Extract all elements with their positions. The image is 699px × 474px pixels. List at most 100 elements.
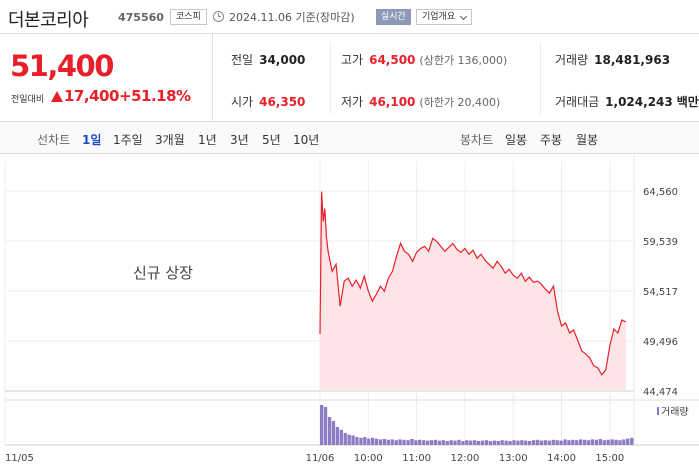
volume-bar (402, 439, 406, 445)
tab-monthly[interactable]: 월봉 (576, 133, 599, 147)
stat-value: 34,000 (259, 53, 306, 67)
volume-bar (371, 437, 375, 445)
volume-bar (347, 434, 351, 445)
volume-bar (516, 440, 520, 445)
volume-bar (363, 437, 367, 445)
stat-unit: 백만 (676, 95, 699, 109)
realtime-button[interactable]: 실시간 (376, 9, 411, 25)
volume-bar (602, 440, 606, 445)
stat-label: 거래대금 (555, 95, 600, 109)
stat-high: 고가 64,500 (상한가 136,000) (341, 51, 507, 68)
volume-bar (433, 439, 438, 445)
volume-bar (488, 441, 493, 445)
volume-bar (484, 440, 489, 445)
volume-bar (390, 439, 394, 445)
volume-bar (567, 440, 571, 445)
tab-1d[interactable]: 1일 (82, 133, 102, 147)
volume-bar (382, 439, 387, 445)
stat-label: 고가 (341, 53, 364, 67)
volume-bar (610, 439, 614, 445)
stat-label: 저가 (341, 95, 364, 109)
change-percent: +51.18% (119, 87, 191, 105)
x-tick-label: 15:00 (595, 453, 624, 464)
stat-prev-close: 전일 34,000 (231, 51, 305, 68)
volume-bar (441, 440, 445, 445)
stat-label: 시가 (231, 95, 254, 109)
line-chart-label: 선차트 (37, 133, 71, 147)
volume-bar (559, 440, 563, 445)
volume-bar (626, 438, 630, 445)
volume-bar (394, 440, 398, 445)
volume-bar (524, 440, 528, 445)
volume-bar (563, 439, 567, 445)
x-tick-label: 13:00 (499, 453, 528, 464)
volume-bar (374, 438, 379, 445)
x-tick-label: 11/05 (5, 453, 34, 464)
y-tick-label: 44,474 (643, 387, 678, 398)
stock-name: 더본코리아 (8, 10, 89, 31)
tab-3y[interactable]: 3년 (230, 133, 249, 147)
volume-bar (508, 441, 512, 445)
volume-bars (320, 405, 634, 445)
volume-bar (535, 439, 540, 445)
stat-value: 1,024,243 (605, 95, 673, 109)
volume-bar (437, 440, 442, 445)
volume-bar (323, 407, 328, 445)
stat-label: 전일 (231, 53, 254, 67)
volume-bar (418, 439, 422, 445)
volume-bar (504, 440, 508, 445)
price-line (319, 191, 627, 376)
stat-value: 18,481,963 (594, 53, 671, 67)
stat-sub: (하한가 20,400) (419, 96, 501, 109)
stat-low: 저가 46,100 (하한가 20,400) (341, 93, 500, 110)
x-tick-label: 11:00 (402, 453, 431, 464)
volume-bar (586, 440, 591, 445)
tab-1w[interactable]: 1주일 (113, 133, 143, 147)
tab-weekly[interactable]: 주봉 (540, 133, 563, 147)
change-amount: 17,400 (64, 87, 119, 105)
volume-bar (457, 439, 461, 445)
stat-value: 46,350 (259, 95, 306, 109)
stat-open: 시가 46,350 (231, 93, 305, 110)
tab-5y[interactable]: 5년 (262, 133, 281, 147)
tab-1y[interactable]: 1년 (198, 133, 217, 147)
volume-bar (614, 439, 618, 445)
volume-bar (339, 429, 343, 445)
volume-bar (449, 440, 453, 445)
volume-bar (579, 439, 583, 445)
volume-bar (528, 441, 532, 445)
price-chart-svg: 신규 상장 64,560 59,539 54,517 49,496 44,474 거래량… (4, 155, 699, 464)
volume-legend-label: 거래량 (661, 406, 689, 418)
volume-bar (335, 427, 339, 445)
stat-sub: (상한가 136,000) (419, 54, 508, 67)
volume-bar (378, 439, 383, 445)
volume-bar (532, 440, 536, 445)
x-tick-label: 14:00 (547, 453, 576, 464)
volume-bar (555, 440, 559, 445)
chart-tabs: 선차트 1일 1주일 3개월 1년 3년 5년 10년 봉차트 일봉 주봉 월봉 (0, 122, 699, 154)
volume-bar (583, 439, 587, 445)
volume-bar (398, 439, 402, 445)
volume-bar (500, 440, 504, 445)
volume-bar (445, 441, 449, 445)
tab-3m[interactable]: 3개월 (155, 133, 185, 147)
company-info-dropdown[interactable]: 기업개요 (416, 9, 473, 25)
volume-bar (414, 440, 418, 445)
volume-bar (469, 440, 473, 445)
stat-value: 46,100 (369, 95, 416, 109)
volume-bar (477, 441, 481, 445)
volume-bar (618, 440, 622, 445)
tab-daily[interactable]: 일봉 (505, 133, 528, 147)
volume-bar (410, 439, 414, 445)
tab-10y[interactable]: 10년 (293, 133, 320, 147)
volume-bar (590, 439, 595, 445)
price-chart[interactable]: 신규 상장 64,560 59,539 54,517 49,496 44,474 거래량… (0, 155, 699, 474)
volume-bar (331, 421, 336, 445)
y-axis-labels: 64,560 59,539 54,517 49,496 44,474 (643, 187, 678, 398)
volume-bar (473, 440, 477, 445)
x-tick-label: 12:00 (451, 453, 480, 464)
stat-value: 64,500 (369, 53, 416, 67)
candle-chart-label: 봉차트 (460, 133, 494, 147)
stat-volume: 거래량 18,481,963 (555, 51, 670, 68)
stock-header: 더본코리아 475560 코스피 2024.11.06 기준(장마감) 실시간 … (0, 0, 699, 34)
